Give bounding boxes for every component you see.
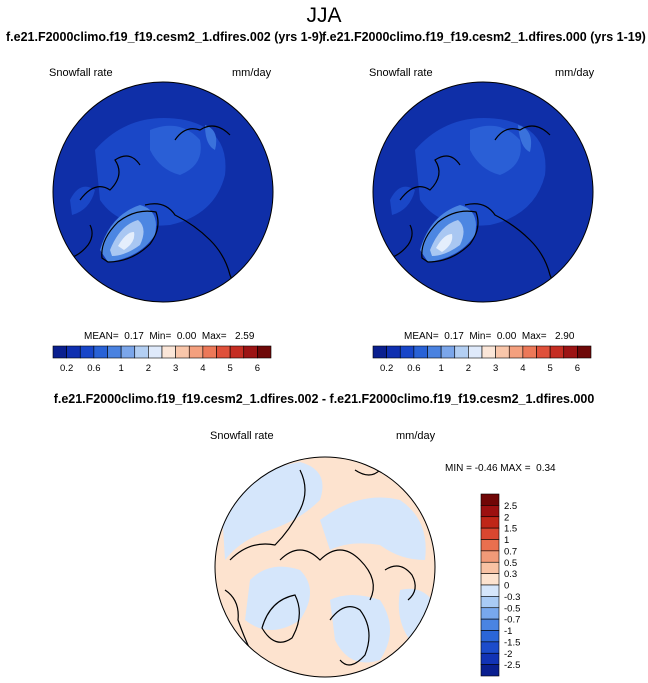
colorbar-swatch [536, 345, 551, 359]
colorbar-swatch [480, 516, 500, 529]
colorbar-swatch [480, 618, 500, 631]
colorbar-tick-label: 4 [520, 363, 525, 374]
colorbar-tick-label: 6 [255, 363, 260, 374]
colorbar-swatch [413, 345, 428, 359]
right-panel-header: f.e21.F2000climo.f19_f19.cesm2_1.dfires.… [322, 30, 646, 44]
colorbar-swatch [148, 345, 163, 359]
colorbar-tick-label: 0.2 [60, 363, 73, 374]
colorbar-swatch [440, 345, 456, 359]
diff-panel-header: f.e21.F2000climo.f19_f19.cesm2_1.dfires.… [53, 392, 595, 406]
left-map-field [53, 82, 273, 302]
colorbar-tick-label: 2 [504, 512, 509, 523]
colorbar-tick-label: 5 [227, 363, 232, 374]
colorbar-tick-label: -0.3 [504, 592, 520, 603]
right-map-field [373, 82, 593, 302]
colorbar-swatch [480, 561, 500, 574]
colorbar-swatch [66, 345, 81, 359]
colorbar-tick-label: 1 [438, 363, 443, 374]
figure-title: JJA [306, 4, 342, 27]
right-stats: MEAN= 0.17 Min= 0.00 Max= 2.90 [404, 331, 575, 342]
colorbar-tick-label: 2.5 [504, 501, 517, 512]
colorbar-tick-label: 1 [118, 363, 123, 374]
diff-colorbar: 2.521.510.70.50.30-0.3-0.5-0.7-1-1.5-2-2… [480, 493, 520, 677]
colorbar-tick-label: -1 [504, 626, 512, 637]
diff-map-field [215, 457, 435, 677]
colorbar-tick-label: 0.7 [504, 546, 517, 557]
colorbar-swatch [481, 345, 496, 359]
diff-stats: MIN = -0.46 MAX = 0.34 [445, 463, 556, 474]
colorbar-swatch [188, 345, 204, 359]
colorbar-tick-label: 0 [504, 581, 509, 592]
right-units-label: mm/day [555, 67, 595, 79]
colorbar-swatch [161, 345, 176, 359]
colorbar-swatch [372, 345, 387, 359]
colorbar-tick-label: -0.7 [504, 615, 520, 626]
colorbar-swatch [480, 550, 500, 563]
colorbar-swatch [454, 345, 469, 359]
colorbar-swatch [480, 573, 500, 586]
colorbar-tick-label: 1 [504, 535, 509, 546]
colorbar-swatch [79, 345, 95, 359]
colorbar-swatch [480, 493, 500, 506]
colorbar-swatch [120, 345, 136, 359]
colorbar-swatch [468, 345, 483, 359]
colorbar-tick-label: 0.6 [407, 363, 420, 374]
colorbar-tick-label: 3 [493, 363, 498, 374]
right-colorbar: 0.2 0.6 1 2 3 4 5 6 [372, 345, 592, 374]
colorbar-swatch [107, 345, 122, 359]
colorbar-tick-label: 4 [200, 363, 205, 374]
colorbar-swatch [480, 607, 500, 620]
colorbar-swatch [480, 505, 500, 518]
colorbar-swatch [386, 345, 401, 359]
colorbar-swatch [480, 584, 500, 597]
colorbar-tick-label: 1.5 [504, 524, 517, 535]
colorbar-tick-label: 2 [466, 363, 471, 374]
left-stats: MEAN= 0.17 Min= 0.00 Max= 2.59 [84, 331, 255, 342]
colorbar-swatch [480, 652, 500, 665]
colorbar-tick-label: -2.5 [504, 660, 520, 671]
colorbar-tick-label: -0.5 [504, 603, 520, 614]
colorbar-swatch [175, 345, 190, 359]
colorbar-swatch [399, 345, 415, 359]
colorbar-swatch [508, 345, 524, 359]
colorbar-tick-label: 0.5 [504, 558, 517, 569]
colorbar-swatch [427, 345, 442, 359]
left-variable-label: Snowfall rate [49, 67, 113, 79]
right-variable-label: Snowfall rate [369, 67, 433, 79]
colorbar-swatch [549, 345, 565, 359]
colorbar-tick-label: 0.6 [87, 363, 100, 374]
colorbar-swatch [480, 664, 500, 677]
diff-variable-label: Snowfall rate [210, 430, 274, 442]
left-panel-header: f.e21.F2000climo.f19_f19.cesm2_1.dfires.… [6, 30, 323, 44]
colorbar-swatch [93, 345, 108, 359]
colorbar-tick-label: 5 [547, 363, 552, 374]
colorbar-swatch [257, 345, 272, 359]
colorbar-swatch [52, 345, 67, 359]
colorbar-swatch [480, 641, 500, 654]
colorbar-swatch [563, 345, 578, 359]
colorbar-tick-label: 0.2 [380, 363, 393, 374]
colorbar-swatch [480, 630, 500, 643]
colorbar-tick-label: 2 [146, 363, 151, 374]
colorbar-swatch [480, 527, 500, 540]
colorbar-swatch [480, 539, 500, 552]
colorbar-swatch [134, 345, 149, 359]
colorbar-swatch [202, 345, 217, 359]
colorbar-swatch [495, 345, 510, 359]
left-units-label: mm/day [232, 67, 272, 79]
colorbar-swatch [522, 345, 537, 359]
colorbar-swatch [229, 345, 245, 359]
colorbar-tick-label: 6 [575, 363, 580, 374]
colorbar-tick-label: -2 [504, 649, 512, 660]
colorbar-swatch [480, 596, 500, 609]
colorbar-tick-label: 0.3 [504, 569, 517, 580]
colorbar-tick-label: 3 [173, 363, 178, 374]
left-colorbar: 0.2 0.6 1 2 3 4 5 6 [52, 345, 272, 374]
colorbar-swatch [216, 345, 231, 359]
diff-units-label: mm/day [396, 430, 436, 442]
colorbar-swatch [243, 345, 258, 359]
colorbar-swatch [577, 345, 592, 359]
colorbar-tick-label: -1.5 [504, 637, 520, 648]
